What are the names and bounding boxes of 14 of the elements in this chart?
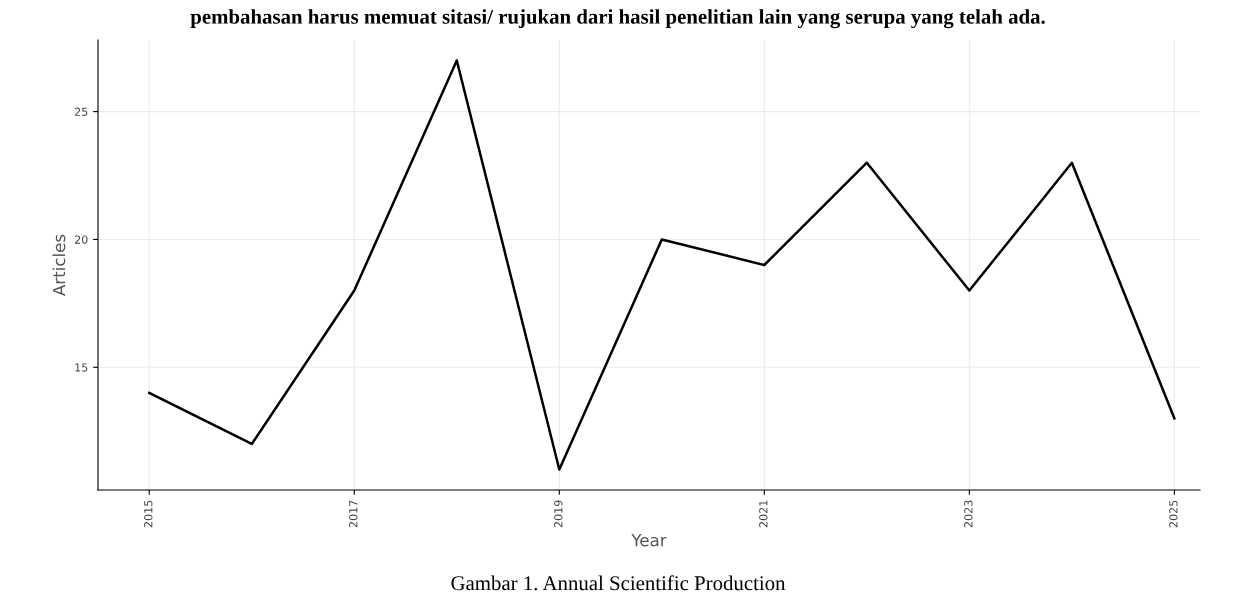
x-tick-label: 2019 <box>554 500 563 528</box>
line-series <box>148 59 1176 471</box>
text: Gambar 1. Annual Scientific Production <box>451 575 786 591</box>
y-tick-label: 15 <box>75 363 88 372</box>
text: pembahasan harus memuat sitasi/ rujukan dari hasil penelitian lain yang serupa yang telah ada. <box>190 9 1045 29</box>
y-tick-label: 25 <box>74 107 88 116</box>
x-tick-label: 2017 <box>349 500 358 528</box>
x-tick-label: 2023 <box>964 500 973 528</box>
x-tick-label: 2015 <box>144 500 153 528</box>
x-axis-title: Year <box>631 534 667 547</box>
x-tick-label: 2025 <box>1169 500 1178 528</box>
y-tick-label: 20 <box>74 235 88 244</box>
y-axis-title: Articles <box>52 234 66 296</box>
x-tick-label: 2021 <box>759 500 768 528</box>
